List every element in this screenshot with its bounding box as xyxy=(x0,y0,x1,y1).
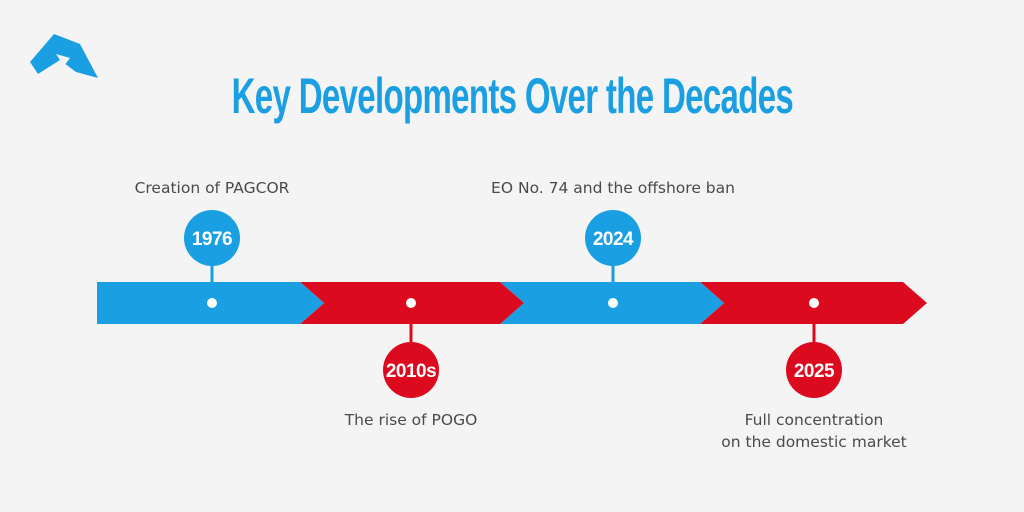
milestone-caption-2024: EO No. 74 and the offshore ban xyxy=(491,177,735,199)
caption-line: EO No. 74 and the offshore ban xyxy=(491,179,735,197)
milestone-dot-1976 xyxy=(207,298,217,308)
year-label-1976: 1976 xyxy=(192,229,232,250)
page-title: Key Developments Over the Decades xyxy=(0,58,1024,134)
year-label-2010s: 2010s xyxy=(386,361,436,382)
milestone-dot-2025 xyxy=(809,298,819,308)
milestone-dot-2024 xyxy=(608,298,618,308)
year-label-2025: 2025 xyxy=(794,361,835,382)
year-label-2024: 2024 xyxy=(593,229,634,250)
milestone-caption-2025: Full concentration on the domestic marke… xyxy=(721,409,906,453)
caption-line: The rise of POGO xyxy=(344,411,478,429)
caption-line: Full concentration xyxy=(744,411,884,429)
caption-line: on the domestic market xyxy=(721,433,907,451)
milestone-dot-2010s xyxy=(406,298,416,308)
page-title-text: Key Developments Over the Decades xyxy=(231,68,793,124)
year-badge-2024 xyxy=(585,210,641,266)
year-badge-1976 xyxy=(184,210,240,266)
milestone-caption-1976: Creation of PAGCOR xyxy=(135,177,290,199)
triangle-a-logo-icon xyxy=(30,34,98,78)
year-badge-2010s xyxy=(383,342,439,398)
caption-line: Creation of PAGCOR xyxy=(134,179,290,197)
year-badge-2025 xyxy=(786,342,842,398)
milestone-caption-2010s: The rise of POGO xyxy=(345,409,478,431)
